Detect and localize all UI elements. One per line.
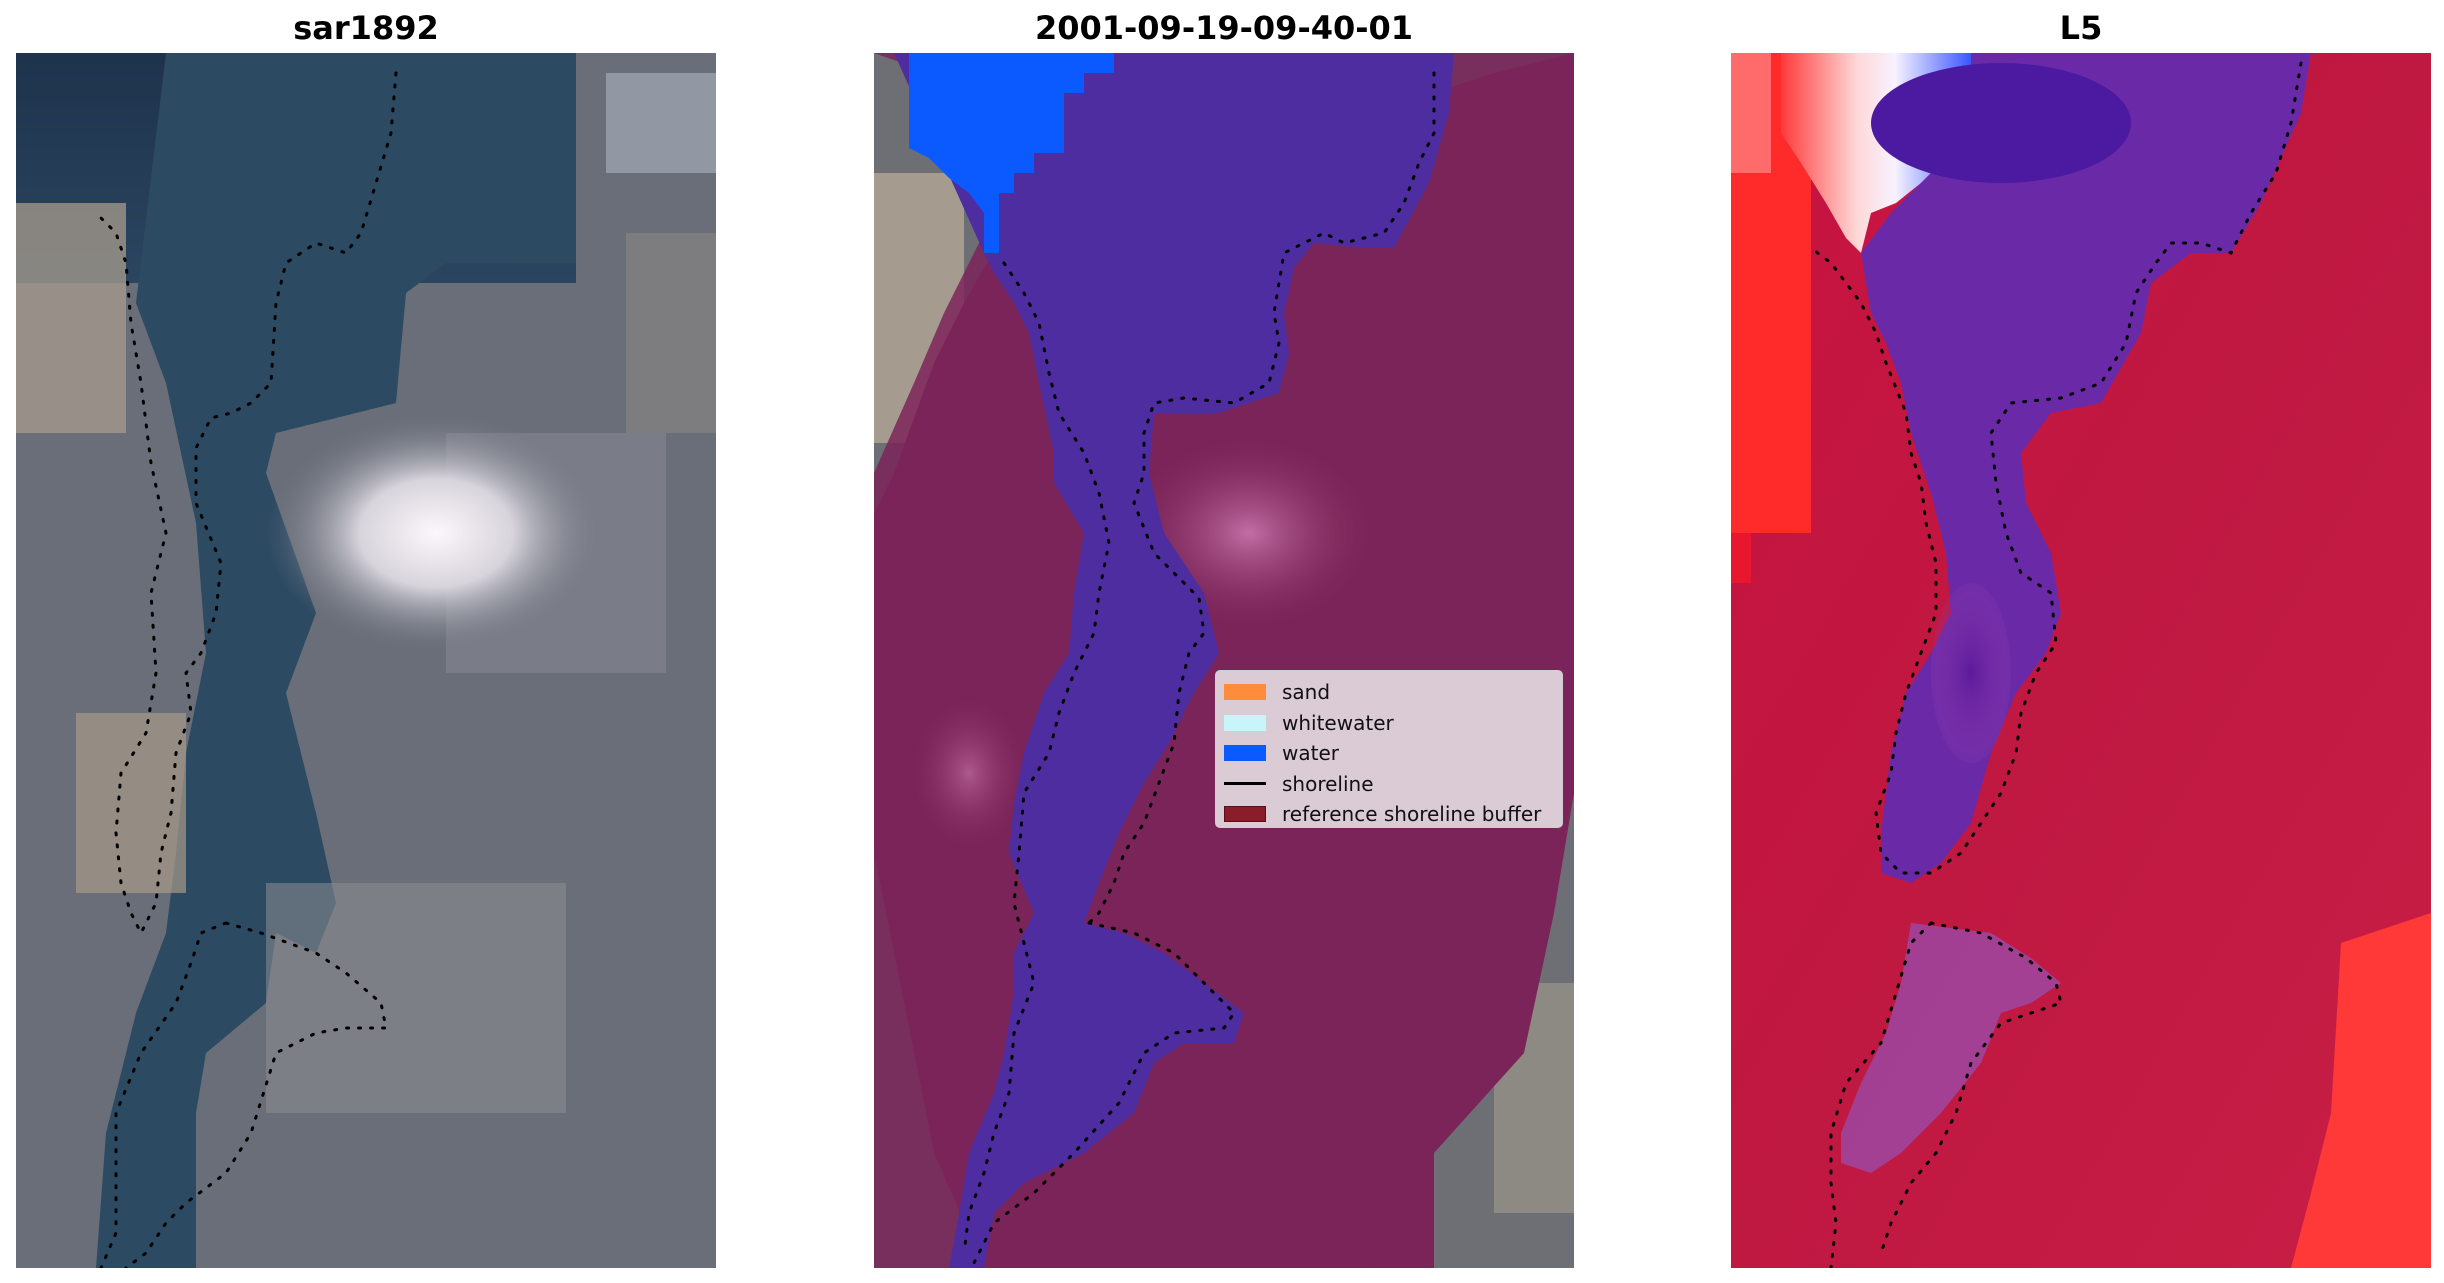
- legend-line-shoreline: [1224, 782, 1266, 786]
- legend-label-buffer: reference shoreline buffer: [1282, 802, 1542, 827]
- legend-item-shoreline: shoreline: [1224, 769, 1554, 800]
- panel-title-index: L5: [2059, 9, 2103, 47]
- rgb-image-panel: [16, 53, 716, 1268]
- panel-title-rgb: sar1892: [293, 9, 439, 47]
- legend-label-shoreline: shoreline: [1282, 771, 1374, 796]
- legend-label-water: water: [1282, 741, 1339, 766]
- classification-image: [874, 53, 1574, 1268]
- index-panel: [1731, 53, 2431, 1268]
- legend-item-water: water: [1224, 738, 1554, 769]
- classification-panel: [874, 53, 1574, 1268]
- rgb-image: [16, 53, 716, 1268]
- legend-label-whitewater: whitewater: [1282, 710, 1394, 735]
- legend-swatch-water: [1224, 745, 1266, 762]
- index-image: [1731, 53, 2431, 1268]
- legend-label-sand: sand: [1282, 680, 1331, 705]
- water-pixels: [909, 53, 1114, 253]
- panel-title-classified: 2001-09-19-09-40-01: [1034, 9, 1414, 47]
- legend-item-sand: sand: [1224, 677, 1554, 708]
- legend-swatch-sand: [1224, 684, 1266, 701]
- legend-item-whitewater: whitewater: [1224, 708, 1554, 739]
- water-class-region: [894, 53, 1454, 1268]
- legend-swatch-whitewater: [1224, 714, 1266, 731]
- legend: sand whitewater water shoreline referenc…: [1215, 670, 1563, 828]
- legend-item-buffer: reference shoreline buffer: [1224, 799, 1554, 830]
- legend-swatch-buffer: [1224, 806, 1266, 823]
